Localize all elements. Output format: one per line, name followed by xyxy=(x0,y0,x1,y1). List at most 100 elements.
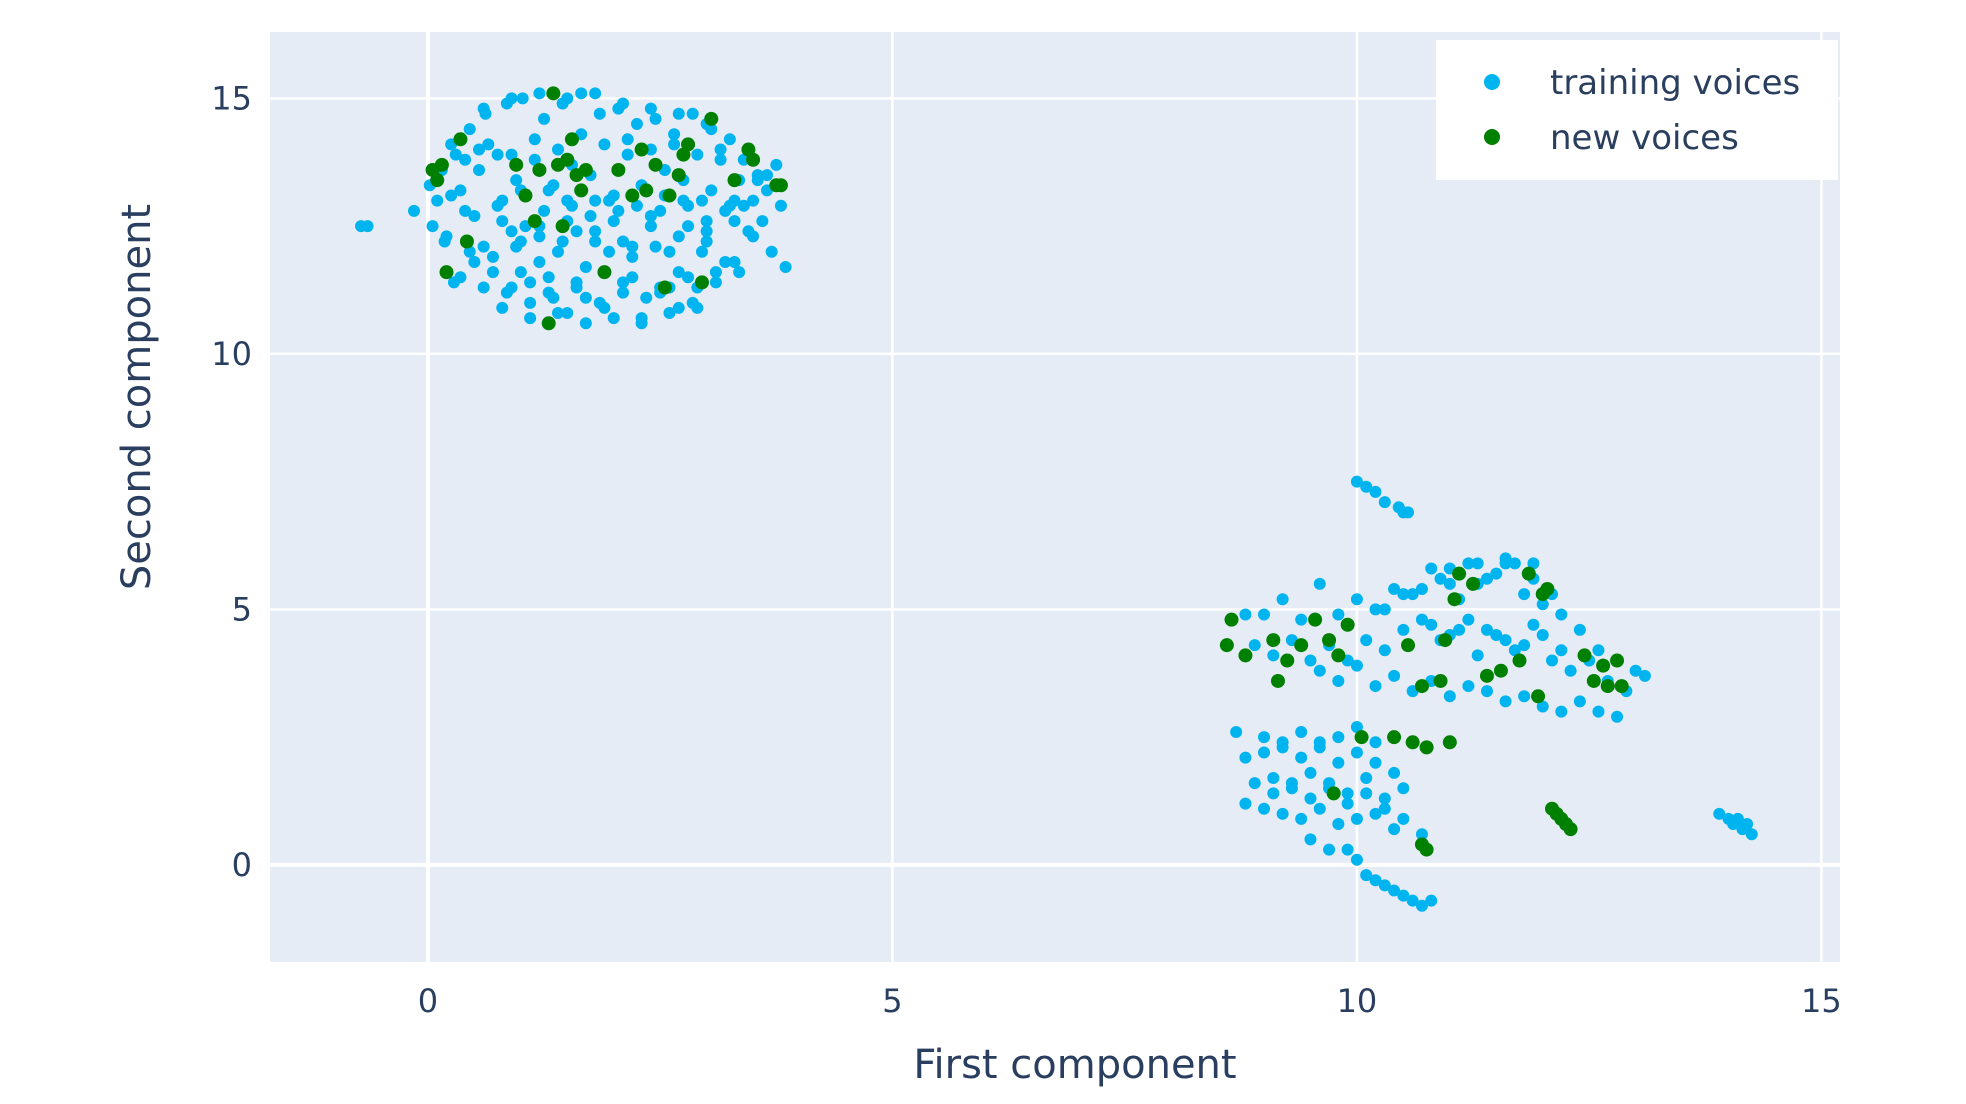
training-voice-point xyxy=(612,204,625,217)
training-voice-point xyxy=(1332,608,1345,621)
training-voice-point xyxy=(1397,812,1410,825)
training-voice-point xyxy=(761,169,774,182)
new-voice-point xyxy=(727,173,742,188)
training-voice-point xyxy=(514,266,527,279)
training-voice-point xyxy=(1239,751,1252,764)
training-voice-point xyxy=(500,286,513,299)
training-voice-point xyxy=(723,199,736,212)
training-voice-point xyxy=(533,230,546,243)
training-voice-point xyxy=(1350,746,1363,759)
training-voice-point xyxy=(1350,593,1363,606)
training-voice-point xyxy=(1332,731,1345,744)
training-voice-point xyxy=(1304,654,1317,667)
training-voice-point xyxy=(756,215,769,228)
training-voice-point xyxy=(1499,552,1512,565)
training-voice-point xyxy=(496,215,509,228)
training-voice-point xyxy=(1745,828,1758,841)
training-voice-point xyxy=(1415,582,1428,595)
new-voice-point xyxy=(1419,740,1434,755)
training-voice-point xyxy=(1285,777,1298,790)
training-voice-point xyxy=(1462,613,1475,626)
legend-item-0[interactable]: training voices xyxy=(1484,63,1800,103)
y-tick-label: 5 xyxy=(232,590,252,628)
training-voice-point xyxy=(533,87,546,100)
training-voice-point xyxy=(682,271,695,284)
new-voice-point xyxy=(532,162,547,177)
training-voice-point xyxy=(1425,618,1438,631)
training-voice-point xyxy=(649,240,662,253)
new-voice-point xyxy=(1540,581,1555,596)
new-voice-point xyxy=(541,316,556,331)
training-voice-point xyxy=(700,225,713,238)
training-voice-point xyxy=(1527,618,1540,631)
training-voice-point xyxy=(1434,572,1447,585)
training-voice-point xyxy=(1490,567,1503,580)
training-voice-point xyxy=(672,230,685,243)
legend[interactable]: training voices new voices xyxy=(1436,40,1838,180)
training-voice-point xyxy=(440,230,453,243)
training-voice-point xyxy=(524,276,537,289)
training-voice-point xyxy=(1378,644,1391,657)
training-voice-point xyxy=(593,296,606,309)
training-voice-point xyxy=(695,245,708,258)
training-voice-point xyxy=(714,143,727,156)
training-voice-point xyxy=(1741,818,1754,831)
training-voice-point xyxy=(700,235,713,248)
training-voice-point xyxy=(1499,634,1512,647)
training-voice-point xyxy=(1295,751,1308,764)
training-voice-point xyxy=(561,307,574,320)
training-voice-point xyxy=(1388,884,1401,897)
new-voice-point xyxy=(1442,735,1457,750)
legend-item-1[interactable]: new voices xyxy=(1484,118,1739,158)
new-voice-point xyxy=(1531,689,1546,704)
training-voice-point xyxy=(482,138,495,151)
training-voice-point xyxy=(751,174,764,187)
plot-background xyxy=(270,32,1840,962)
new-voice-point xyxy=(434,157,449,172)
training-voice-point xyxy=(556,235,569,248)
training-voice-point xyxy=(617,235,630,248)
legend-label: training voices xyxy=(1550,63,1800,103)
new-voice-point xyxy=(1224,612,1239,627)
training-voice-point xyxy=(705,184,718,197)
training-voice-point xyxy=(607,312,620,325)
training-voice-point xyxy=(1378,879,1391,892)
training-voice-point xyxy=(617,286,630,299)
new-voice-point xyxy=(509,157,524,172)
training-voice-point xyxy=(1369,680,1382,693)
training-voice-point xyxy=(1313,741,1326,754)
new-voice-point xyxy=(430,173,445,188)
y-tick-label: 15 xyxy=(211,79,252,117)
training-voice-point xyxy=(747,194,760,207)
training-voice-point xyxy=(1638,669,1651,682)
training-voice-point xyxy=(1350,812,1363,825)
new-voice-point xyxy=(1401,638,1416,653)
training-voice-point xyxy=(649,112,662,125)
training-voice-point xyxy=(723,133,736,146)
new-voice-point xyxy=(773,178,788,193)
training-voice-point xyxy=(593,107,606,120)
training-voice-point xyxy=(644,220,657,233)
training-voice-point xyxy=(1508,644,1521,657)
new-voice-point xyxy=(648,157,663,172)
training-voice-point xyxy=(473,163,486,176)
training-voice-point xyxy=(1713,807,1726,820)
training-voice-point xyxy=(621,148,634,161)
training-voice-point xyxy=(1350,853,1363,866)
new-voice-point xyxy=(704,111,719,126)
x-tick-label: 10 xyxy=(1337,982,1378,1020)
training-voice-point xyxy=(617,97,630,110)
training-voice-point xyxy=(1369,756,1382,769)
training-voice-point xyxy=(774,199,787,212)
training-voice-point xyxy=(1480,685,1493,698)
training-voice-point xyxy=(1518,588,1531,601)
new-voice-point xyxy=(564,132,579,147)
training-voice-point xyxy=(1397,623,1410,636)
training-voice-point xyxy=(1341,787,1354,800)
training-voice-point xyxy=(449,148,462,161)
training-voice-point xyxy=(1536,598,1549,611)
training-voice-point xyxy=(579,261,592,274)
training-voice-point xyxy=(1295,726,1308,739)
training-voice-point xyxy=(742,225,755,238)
